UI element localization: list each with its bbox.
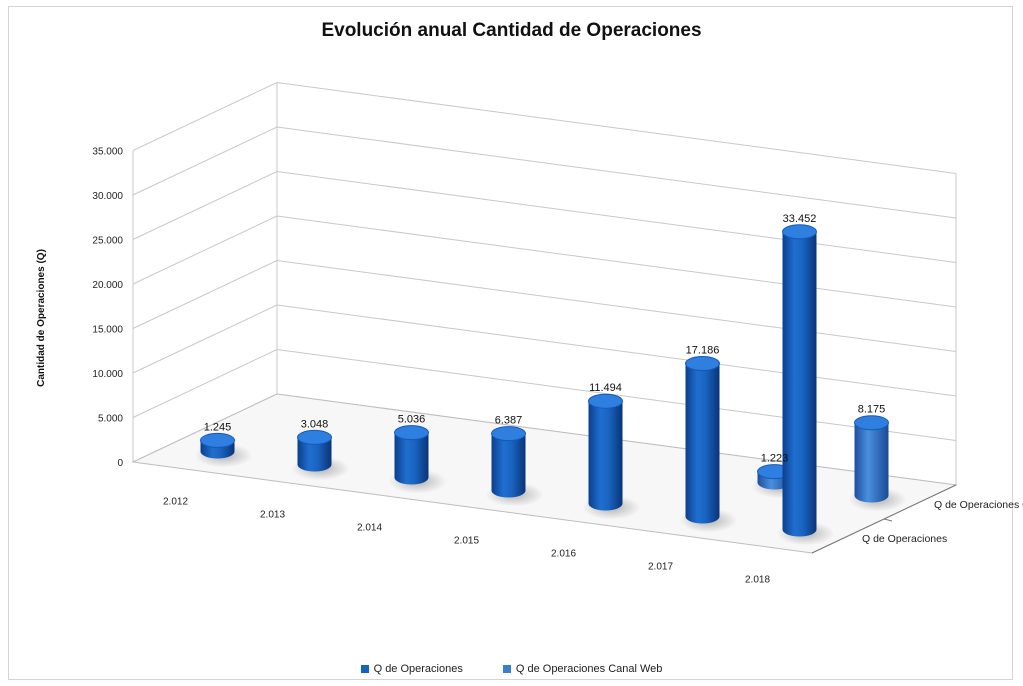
bar-body	[491, 433, 526, 498]
bar-top	[200, 432, 235, 448]
y-tick-label: 0	[117, 458, 123, 469]
series-axis-label: Q de Operaciones Canal Web	[934, 499, 1023, 511]
x-tick-label: 2.013	[260, 510, 285, 521]
x-tick-label: 2.015	[454, 536, 479, 547]
bar-q-operaciones	[776, 224, 835, 546]
bar-top	[297, 429, 332, 445]
bar-body	[685, 363, 720, 524]
data-label: 17.186	[686, 345, 720, 357]
bar-q-operaciones	[679, 356, 738, 533]
data-label: 3.048	[301, 418, 329, 430]
legend: Q de Operaciones Q de Operaciones Canal …	[0, 663, 1023, 675]
x-tick-label: 2.014	[357, 523, 382, 534]
x-tick-label: 2.017	[648, 562, 673, 573]
data-label: 8.175	[858, 404, 886, 416]
legend-swatch-icon	[502, 665, 511, 673]
y-tick-label: 5.000	[98, 414, 123, 425]
y-tick-label: 30.000	[92, 191, 123, 202]
gridline	[132, 259, 957, 352]
y-tick-label: 20.000	[92, 280, 123, 291]
legend-label: Q de Operaciones	[373, 663, 463, 675]
bar-q-operaciones	[582, 393, 641, 520]
gridline	[132, 81, 957, 174]
legend-swatch-icon	[360, 665, 369, 673]
y-tick-label: 35.000	[92, 147, 123, 158]
gridline	[132, 170, 957, 263]
gridline	[132, 126, 957, 219]
y-tick-label: 10.000	[92, 369, 123, 380]
data-label: 1.245	[204, 421, 232, 433]
chart-title: Evolución anual Cantidad de Operaciones	[321, 20, 702, 41]
bar-top	[394, 425, 429, 441]
chart-frame	[8, 6, 1013, 680]
data-label: 11.494	[589, 382, 622, 394]
legend-item-q-operaciones: Q de Operaciones	[360, 663, 463, 675]
bar-top	[782, 224, 817, 240]
bar-top	[854, 415, 889, 431]
bar-body	[588, 401, 623, 511]
bar-top	[491, 426, 526, 442]
y-axis-label: Cantidad de Operaciones (Q)	[36, 249, 47, 387]
bar-body	[297, 437, 332, 472]
data-label: 33.452	[783, 213, 817, 225]
bar-top	[685, 356, 720, 372]
legend-label: Q de Operaciones Canal Web	[515, 663, 663, 675]
bar-body	[394, 432, 429, 485]
x-tick-label: 2.012	[163, 497, 188, 508]
gridline	[132, 304, 957, 397]
bar-q-operaciones	[388, 425, 447, 494]
bar-top	[588, 393, 623, 409]
gridline	[132, 215, 957, 308]
x-tick-label: 2.018	[745, 575, 770, 586]
legend-item-q-operaciones-web: Q de Operaciones Canal Web	[502, 663, 663, 675]
data-label: 5.036	[398, 414, 426, 426]
data-label: 1.223	[761, 453, 789, 465]
chart-floor	[131, 393, 958, 554]
bar-canal-web	[848, 415, 907, 512]
bar-body	[854, 422, 889, 503]
series-axis-label: Q de Operaciones	[862, 533, 947, 545]
bar-body	[782, 231, 817, 537]
data-label: 6.387	[495, 415, 523, 427]
depth-tick	[883, 518, 893, 522]
bar-q-operaciones	[291, 429, 350, 481]
depth-axis	[811, 484, 957, 554]
bar-q-operaciones	[485, 426, 544, 507]
x-tick-label: 2.016	[551, 549, 576, 560]
y-tick-label: 15.000	[92, 325, 123, 336]
y-tick-label: 25.000	[92, 236, 123, 247]
bar-q-operaciones	[194, 432, 253, 468]
